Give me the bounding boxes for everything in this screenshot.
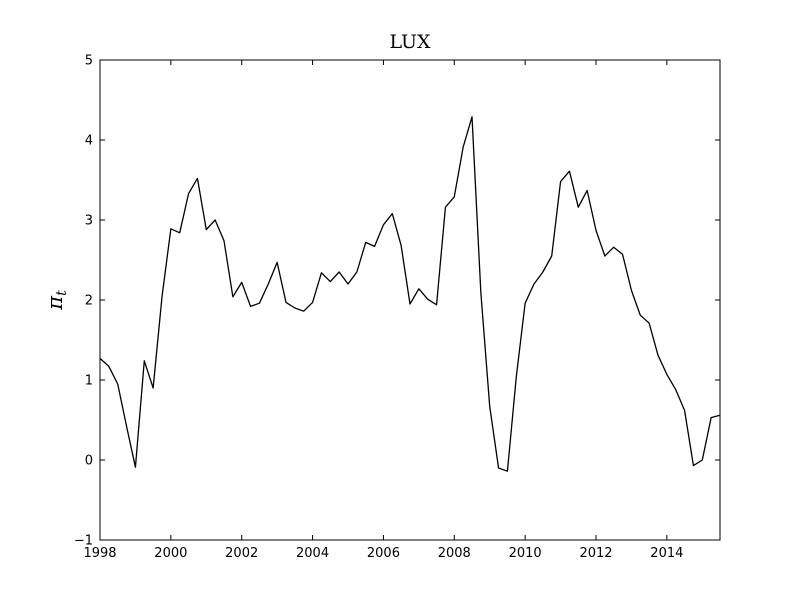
x-tick-label: 2000 bbox=[154, 546, 187, 561]
y-axis-label-subscript: t bbox=[54, 290, 70, 296]
x-tick-label: 2014 bbox=[650, 546, 683, 561]
y-tick-label: 3 bbox=[85, 214, 93, 229]
y-axis-label-symbol: π bbox=[43, 295, 67, 311]
x-tick-label: 2004 bbox=[296, 546, 329, 561]
y-tick-label: 5 bbox=[85, 54, 93, 69]
x-tick-label: 2008 bbox=[438, 546, 471, 561]
y-tick-label: 0 bbox=[85, 454, 93, 469]
chart-title: LUX bbox=[389, 31, 431, 53]
x-tick-label: 1998 bbox=[83, 546, 116, 561]
y-tick-label: 4 bbox=[85, 134, 93, 149]
x-tick-label: 2012 bbox=[579, 546, 612, 561]
x-tick-label: 2002 bbox=[225, 546, 258, 561]
x-tick-label: 2010 bbox=[509, 546, 542, 561]
plot-layer: 1998 2000 2002 2004 2006 2008 2010 2012 2014 −1 0 1… bbox=[74, 54, 721, 561]
y-tick-label: −1 bbox=[74, 534, 93, 549]
plot-frame bbox=[99, 59, 721, 541]
y-tick-label: 2 bbox=[85, 294, 93, 309]
x-tick-label: 2006 bbox=[367, 546, 400, 561]
series-line-0 bbox=[99, 116, 721, 472]
y-axis-label: πt bbox=[43, 290, 70, 311]
y-tick-label: 1 bbox=[85, 374, 93, 389]
